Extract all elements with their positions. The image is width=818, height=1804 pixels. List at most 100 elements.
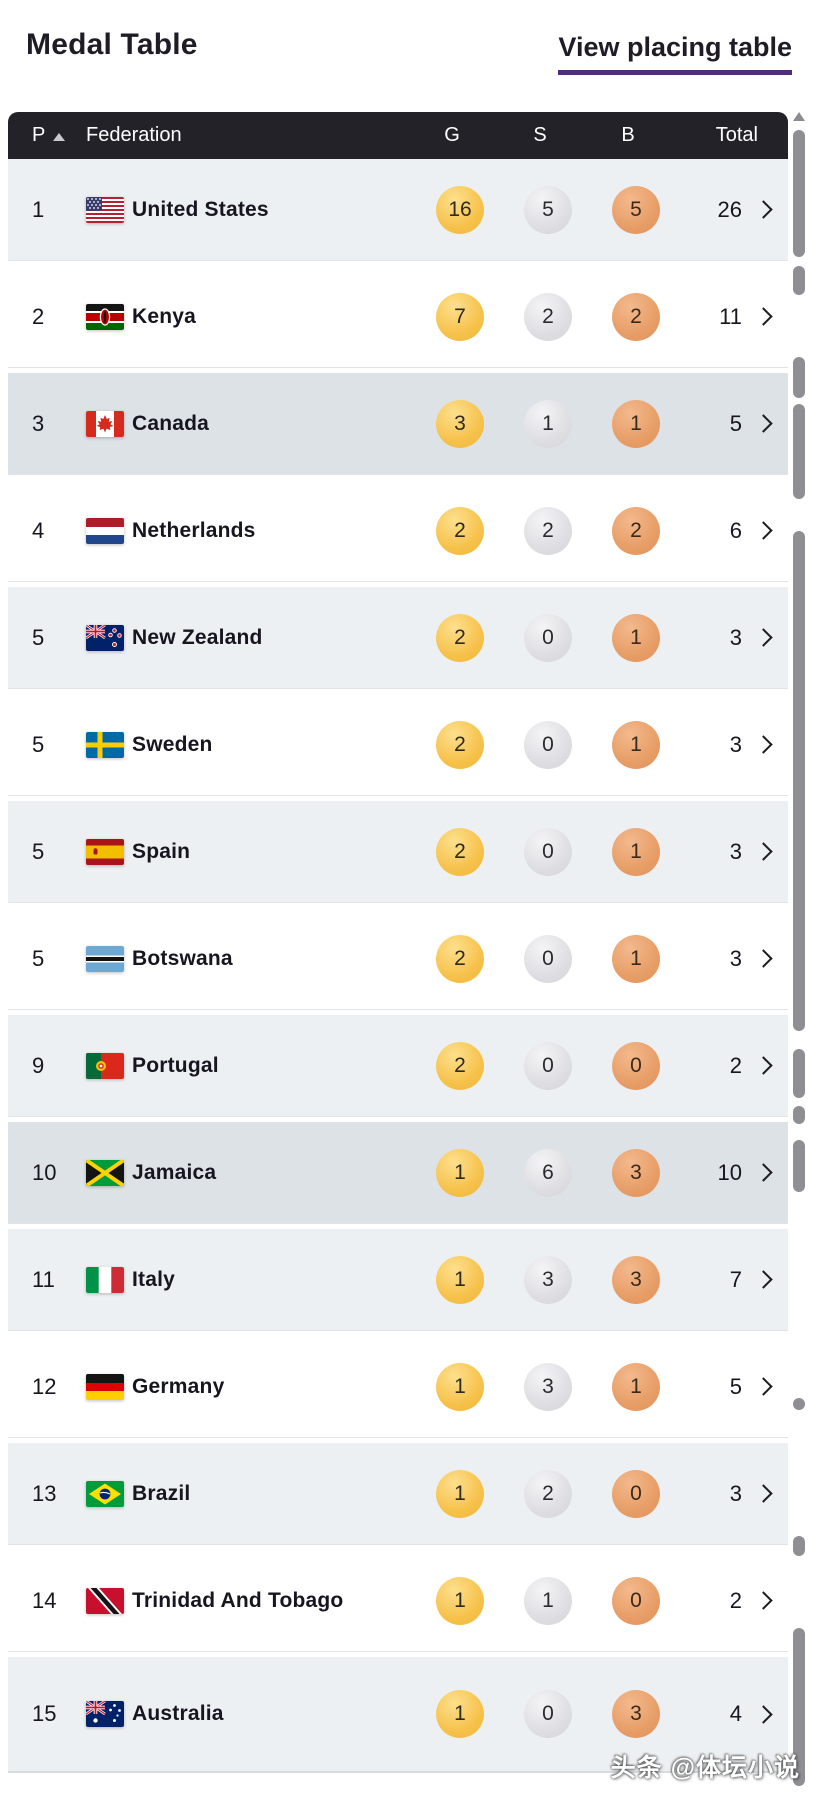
- gold-medal-badge: 1: [436, 1362, 484, 1411]
- silver-medal-badge: 1: [524, 1576, 572, 1625]
- bronze-medal-badge: 0: [612, 1469, 660, 1518]
- table-row[interactable]: 15 Australia 1 0 3 4: [8, 1657, 788, 1773]
- chevron-right-icon[interactable]: [754, 1270, 773, 1289]
- total-count: 5: [729, 410, 742, 436]
- gold-medal-badge: 2: [436, 827, 484, 876]
- chevron-right-icon[interactable]: [754, 1056, 773, 1075]
- table-row[interactable]: 13 Brazil 1 2 0 3: [8, 1443, 788, 1545]
- scrollbar-up-arrow-icon[interactable]: [793, 112, 805, 121]
- header-federation[interactable]: Federation: [86, 124, 182, 146]
- table-row[interactable]: 4 Netherlands 2 2 2 6: [8, 480, 788, 582]
- spain-flag-icon: [86, 838, 124, 865]
- silver-medal-badge: 2: [524, 506, 572, 555]
- botswana-flag-icon: [86, 945, 124, 972]
- view-placing-table-link[interactable]: View placing table: [558, 32, 792, 75]
- rank-cell: 5: [32, 624, 45, 650]
- scrollbar-thumb-segment[interactable]: [793, 404, 805, 499]
- bronze-medal-badge: 2: [612, 506, 660, 555]
- table-row[interactable]: 3 Canada 3 1 1 5: [8, 373, 788, 475]
- australia-flag-icon: [86, 1701, 124, 1727]
- gold-medal-badge: 16: [436, 185, 484, 234]
- rank-cell: 15: [32, 1701, 57, 1726]
- header-position[interactable]: P: [32, 124, 86, 147]
- bronze-medal-badge: 1: [612, 613, 660, 662]
- table-row[interactable]: 5 Spain 2 0 1 3: [8, 801, 788, 903]
- scrollbar-thumb-segment[interactable]: [793, 357, 805, 398]
- scrollbar[interactable]: [793, 0, 805, 1804]
- table-row[interactable]: 5 Sweden 2 0 1 3: [8, 694, 788, 796]
- header-silver[interactable]: S: [533, 124, 547, 146]
- table-row[interactable]: 11 Italy 1 3 3 7: [8, 1229, 788, 1331]
- header-bronze[interactable]: B: [621, 124, 635, 146]
- gold-medal-badge: 1: [436, 1148, 484, 1197]
- total-count: 26: [717, 196, 742, 222]
- chevron-right-icon[interactable]: [754, 200, 773, 219]
- chevron-right-icon[interactable]: [754, 628, 773, 647]
- table-row[interactable]: 5 Botswana 2 0 1 3: [8, 908, 788, 1010]
- table-body: 1 United States 16 5 5 26 2 Kenya 7 2 2 …: [8, 159, 788, 1773]
- scrollbar-thumb-segment[interactable]: [793, 1140, 805, 1192]
- scrollbar-thumb-segment[interactable]: [793, 531, 805, 1031]
- header-total[interactable]: Total: [715, 124, 758, 146]
- bronze-medal-badge: 3: [612, 1690, 660, 1738]
- chevron-right-icon[interactable]: [754, 1377, 773, 1396]
- jamaica-flag-icon: [86, 1159, 124, 1186]
- gold-medal-badge: 2: [436, 613, 484, 662]
- scrollbar-thumb-segment[interactable]: [793, 1536, 805, 1556]
- country-name: Spain: [132, 839, 191, 863]
- table-row[interactable]: 14 Trinidad And Tobago 1 1 0 2: [8, 1550, 788, 1652]
- table-row[interactable]: 12 Germany 1 3 1 5: [8, 1336, 788, 1438]
- bronze-medal-badge: 2: [612, 292, 660, 341]
- scrollbar-thumb-segment[interactable]: [793, 130, 805, 257]
- bronze-medal-badge: 3: [612, 1148, 660, 1197]
- chevron-right-icon[interactable]: [754, 414, 773, 433]
- total-count: 4: [729, 1701, 742, 1726]
- scrollbar-thumb-segment[interactable]: [793, 266, 805, 295]
- total-count: 3: [729, 838, 742, 864]
- scrollbar-thumb-segment[interactable]: [793, 1049, 805, 1098]
- total-count: 5: [729, 1373, 742, 1399]
- portugal-flag-icon: [86, 1052, 124, 1079]
- rank-cell: 2: [32, 303, 45, 329]
- total-count: 2: [729, 1052, 742, 1078]
- rank-cell: 10: [32, 1159, 57, 1185]
- rank-cell: 1: [32, 196, 45, 222]
- chevron-right-icon[interactable]: [754, 1163, 773, 1182]
- table-row[interactable]: 2 Kenya 7 2 2 11: [8, 266, 788, 368]
- country-name: New Zealand: [132, 625, 263, 649]
- table-row[interactable]: 5 New Zealand 2 0 1 3: [8, 587, 788, 689]
- chevron-right-icon[interactable]: [754, 1591, 773, 1610]
- gold-medal-badge: 3: [436, 399, 484, 448]
- scrollbar-thumb-segment[interactable]: [793, 1398, 805, 1410]
- header-gold[interactable]: G: [444, 124, 460, 146]
- table-row[interactable]: 1 United States 16 5 5 26: [8, 159, 788, 261]
- scrollbar-thumb-segment[interactable]: [793, 1628, 805, 1786]
- netherlands-flag-icon: [86, 517, 124, 544]
- chevron-right-icon[interactable]: [754, 842, 773, 861]
- chevron-right-icon[interactable]: [754, 307, 773, 326]
- rank-cell: 5: [32, 731, 45, 757]
- silver-medal-badge: 5: [524, 185, 572, 234]
- chevron-right-icon[interactable]: [754, 949, 773, 968]
- total-count: 7: [729, 1266, 742, 1292]
- gold-medal-badge: 1: [436, 1690, 484, 1738]
- chevron-right-icon[interactable]: [754, 1484, 773, 1503]
- rank-cell: 11: [32, 1266, 55, 1292]
- total-count: 3: [729, 731, 742, 757]
- silver-medal-badge: 0: [524, 1041, 572, 1090]
- scrollbar-thumb-segment[interactable]: [793, 1106, 805, 1124]
- chevron-right-icon[interactable]: [754, 521, 773, 540]
- silver-medal-badge: 0: [524, 1690, 572, 1738]
- chevron-right-icon[interactable]: [754, 1704, 773, 1724]
- country-name: United States: [132, 197, 269, 221]
- rank-cell: 4: [32, 517, 45, 543]
- bronze-medal-badge: 1: [612, 1362, 660, 1411]
- table-row[interactable]: 10 Jamaica 1 6 3 10: [8, 1122, 788, 1224]
- brazil-flag-icon: [86, 1480, 124, 1507]
- silver-medal-badge: 1: [524, 399, 572, 448]
- chevron-right-icon[interactable]: [754, 735, 773, 754]
- table-row[interactable]: 9 Portugal 2 0 0 2: [8, 1015, 788, 1117]
- country-name: Italy: [132, 1267, 176, 1291]
- rank-cell: 12: [32, 1373, 57, 1399]
